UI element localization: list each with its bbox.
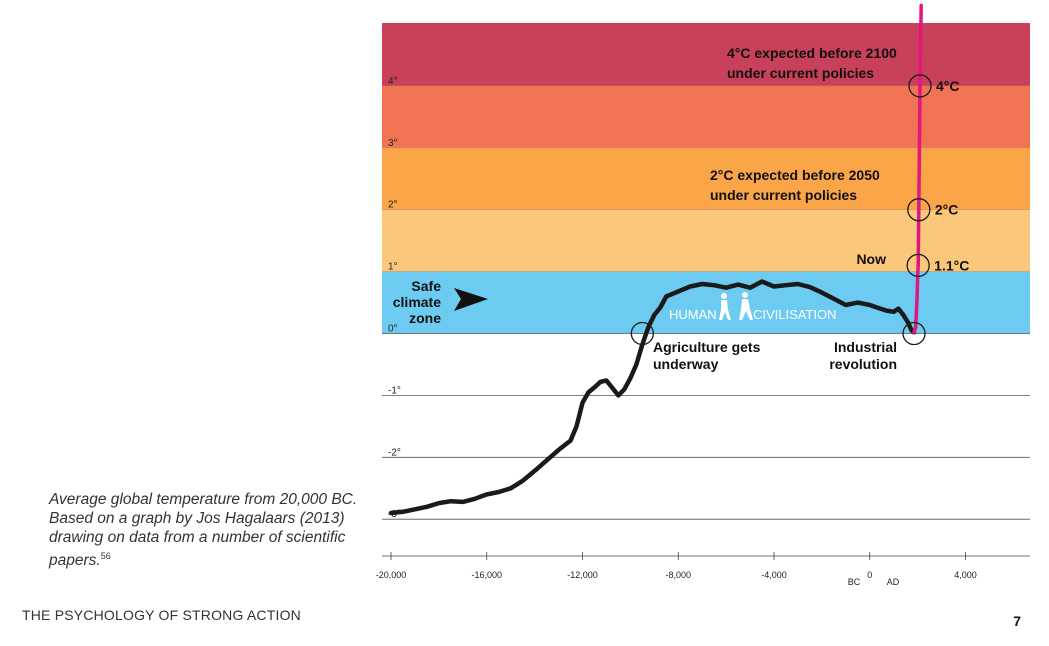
- x-tick-label: -16,000: [471, 570, 502, 580]
- human-label: HUMAN: [669, 307, 717, 322]
- band-1: [382, 85, 1030, 148]
- industrial-line2: revolution: [829, 356, 897, 372]
- marker-circle-4: [630, 321, 654, 346]
- y-tick-label: 3°: [388, 138, 398, 149]
- x-tick-label: -20,000: [376, 570, 407, 580]
- band-3: [382, 209, 1030, 272]
- walking-people-icon: [719, 292, 753, 320]
- x-tick-label: 4,000: [954, 570, 977, 580]
- marker-label: 4°C: [936, 78, 960, 94]
- marker-circle-3: [902, 321, 926, 346]
- temperature-bands: [382, 23, 1030, 334]
- x-tick-label: -8,000: [665, 570, 691, 580]
- marker-circle-0: [908, 74, 932, 98]
- ad-label: AD: [887, 577, 900, 587]
- band-2: [382, 147, 1030, 210]
- caption-footnote: 56: [100, 551, 111, 561]
- series-historical-line: [388, 279, 917, 516]
- arrow-right-icon: [454, 288, 488, 311]
- industrial-line1: Industrial: [834, 339, 897, 355]
- civilisation-label: CIVILISATION: [753, 307, 837, 322]
- markers: 4°C 2°C 1.1°C: [630, 74, 969, 346]
- y-tick-label: 4°: [388, 76, 398, 87]
- marker-circle-1: [907, 198, 931, 222]
- y-tick-label: -1°: [388, 385, 401, 396]
- agriculture-line2: underway: [653, 356, 719, 372]
- x-tick-label: -4,000: [761, 570, 787, 580]
- marker-label: 2°C: [935, 202, 959, 218]
- y-tick-label: -2°: [388, 447, 401, 458]
- marker-label: 1.1°C: [934, 257, 969, 273]
- scenario-4c-line1: 4°C expected before 2100: [727, 45, 897, 61]
- safe-zone-line3: zone: [409, 310, 441, 326]
- y-tick-label: 2°: [388, 200, 398, 211]
- safe-zone-line2: climate: [393, 294, 441, 310]
- gridlines: [382, 85, 1030, 520]
- scenario-2c-line2: under current policies: [710, 187, 857, 203]
- y-tick-label: 1°: [388, 262, 398, 273]
- marker-circle-2: [906, 253, 930, 278]
- now-label: Now: [856, 251, 886, 267]
- y-tick-label: 0°: [388, 324, 398, 335]
- bc-label: BC: [848, 577, 861, 587]
- scenario-4c-line2: under current policies: [727, 65, 874, 81]
- caption-text: Average global temperature from 20,000 B…: [49, 491, 358, 570]
- safe-zone-line1: Safe: [411, 278, 441, 294]
- page-number: 7: [1013, 613, 1021, 629]
- figure-caption: Average global temperature from 20,000 B…: [49, 490, 367, 570]
- scenario-2c-line1: 2°C expected before 2050: [710, 167, 880, 183]
- agriculture-line1: Agriculture gets: [653, 339, 761, 355]
- x-axis: -20,000 -16,000 -12,000 -8,000 -4,000 0 4,000 B…: [376, 552, 1030, 587]
- band-4: [382, 271, 1030, 334]
- band-0: [382, 23, 1030, 86]
- footer-title: THE PSYCHOLOGY OF STRONG ACTION: [22, 607, 301, 623]
- x-tick-label: 0: [867, 570, 872, 580]
- x-tick-label: -12,000: [567, 570, 598, 580]
